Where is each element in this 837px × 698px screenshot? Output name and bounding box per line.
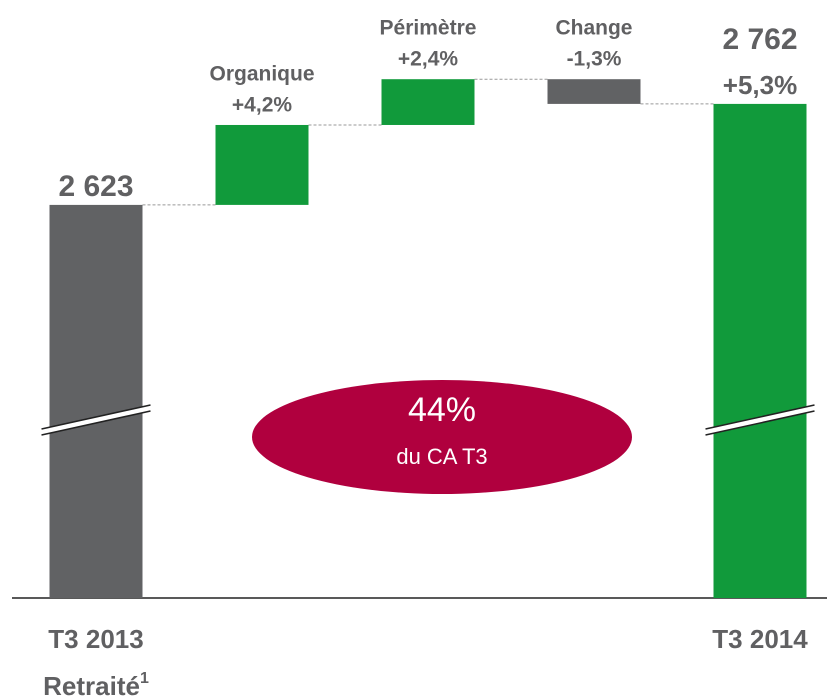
- x-tick-sublabel: Retraité1: [43, 670, 149, 698]
- change-label: -1,3%: [567, 48, 622, 71]
- category-label: Organique: [209, 63, 314, 86]
- axis-break-line: [705, 404, 815, 430]
- bar: [713, 103, 807, 599]
- category-label: Périmètre: [380, 17, 477, 40]
- annotation-value: 44%: [408, 391, 476, 429]
- axis-break-line: [41, 404, 151, 430]
- change-label: +2,4%: [398, 48, 458, 71]
- category-note: Retraité: [43, 671, 140, 698]
- axis-break: [41, 405, 151, 435]
- footnote-mark: 1: [140, 670, 149, 687]
- annotation-text: du CA T3: [396, 444, 487, 469]
- bar: [49, 204, 143, 599]
- x-tick-label: T3 2013: [48, 624, 143, 654]
- change-label: +5,3%: [723, 70, 797, 100]
- axis-break-line: [705, 410, 815, 436]
- bar: [547, 79, 641, 104]
- axis-break: [705, 405, 815, 435]
- axis-break-line: [41, 410, 151, 436]
- value-label: 2 623: [58, 170, 133, 203]
- bar: [215, 124, 309, 205]
- x-tick-label: T3 2014: [712, 624, 808, 654]
- change-label: +4,2%: [232, 94, 292, 117]
- category-label: Change: [555, 17, 632, 40]
- bar: [381, 79, 475, 125]
- value-label: 2 762: [722, 23, 797, 56]
- annotation-bubble: [252, 380, 632, 494]
